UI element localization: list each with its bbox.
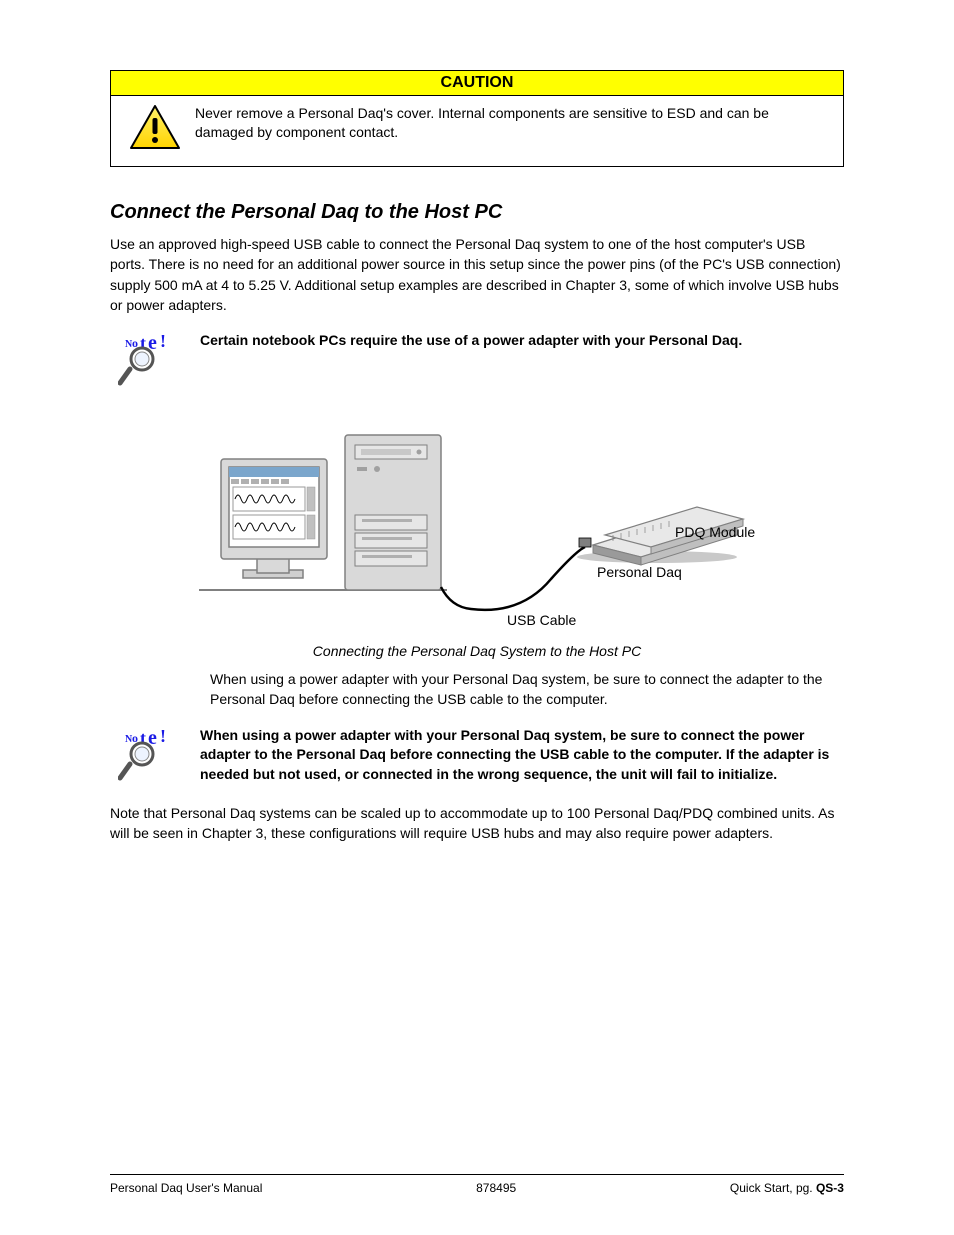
note-2-text: When using a power adapter with your Per… — [200, 720, 844, 785]
figure-caption: Connecting the Personal Daq System to th… — [110, 643, 844, 659]
note-icon: N o t e ! — [110, 325, 200, 387]
caution-header: CAUTION — [111, 71, 843, 96]
personal-daq-label: Personal Daq — [597, 564, 682, 580]
note-icon: N o t e ! — [110, 720, 200, 782]
page-root: CAUTION Never remove a Personal Daq's co… — [0, 0, 954, 1235]
note-1: N o t e ! Certain notebook PCs require t… — [110, 325, 844, 387]
after-figure-line-2: Note that Personal Daq systems can be sc… — [110, 803, 844, 844]
monitor-icon — [221, 459, 327, 578]
connection-figure: USB Cable — [110, 415, 844, 635]
section-paragraph-1: Use an approved high-speed USB cable to … — [110, 234, 844, 315]
section-heading: Connect the Personal Daq to the Host PC — [110, 201, 844, 224]
usb-cable-icon — [441, 547, 585, 610]
svg-text:!: ! — [160, 331, 166, 351]
caution-box: CAUTION Never remove a Personal Daq's co… — [110, 70, 844, 167]
footer-center: 878495 — [476, 1181, 516, 1195]
page-footer: Personal Daq User's Manual 878495 Quick … — [110, 1174, 844, 1195]
pc-tower-icon — [345, 435, 441, 590]
note-1-text: Certain notebook PCs require the use of … — [200, 325, 844, 351]
caution-text: Never remove a Personal Daq's cover. Int… — [185, 104, 829, 142]
svg-text:!: ! — [160, 726, 166, 746]
note-2: N o t e ! When using a power adapter wit… — [110, 720, 844, 785]
caution-body: Never remove a Personal Daq's cover. Int… — [111, 96, 843, 166]
after-figure-line-1: When using a power adapter with your Per… — [210, 669, 844, 710]
footer-left: Personal Daq User's Manual — [110, 1181, 262, 1195]
usb-cable-label: USB Cable — [507, 612, 576, 628]
footer-right: Quick Start, pg. QS-3 — [730, 1181, 844, 1195]
pdq-label: PDQ Module — [675, 524, 755, 540]
warning-icon — [125, 104, 185, 152]
